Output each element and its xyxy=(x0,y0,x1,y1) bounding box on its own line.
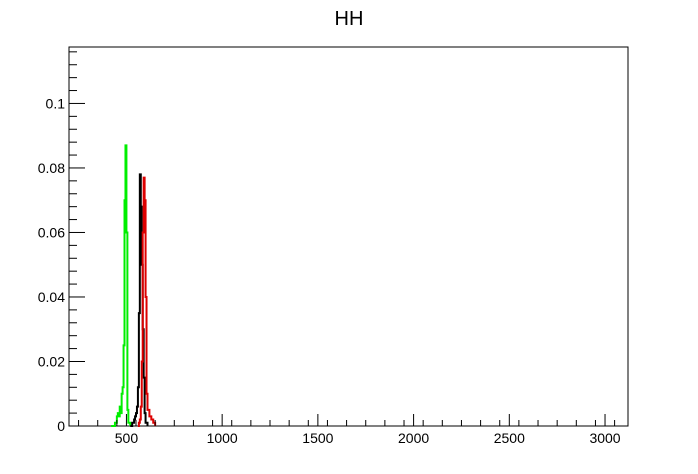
x-tick-label: 2000 xyxy=(398,430,429,446)
x-tick-label: 1500 xyxy=(302,430,333,446)
x-tick-label: 1000 xyxy=(207,430,238,446)
chart-title: HH xyxy=(335,8,364,30)
x-tick-label: 3000 xyxy=(589,430,620,446)
x-tick-label: 2500 xyxy=(494,430,525,446)
axis-layer: 500 1000 1500 2000 2500 3000 0 0.02 0.04 0.06 0.08… xyxy=(38,51,621,446)
series-line-1 xyxy=(130,173,149,427)
x-tick-label: 500 xyxy=(115,430,139,446)
series-layer xyxy=(111,144,157,427)
y-tick-label: 0.02 xyxy=(38,353,65,369)
y-tick-label: 0.1 xyxy=(46,95,66,111)
y-tick-label: 0.06 xyxy=(38,224,65,240)
series-line-0 xyxy=(111,144,132,427)
y-tick-label: 0 xyxy=(57,418,65,434)
plot-frame xyxy=(68,46,629,427)
y-tick-label: 0.08 xyxy=(38,160,65,176)
y-tick-label: 0.04 xyxy=(38,289,65,305)
series-line-2 xyxy=(137,176,157,427)
